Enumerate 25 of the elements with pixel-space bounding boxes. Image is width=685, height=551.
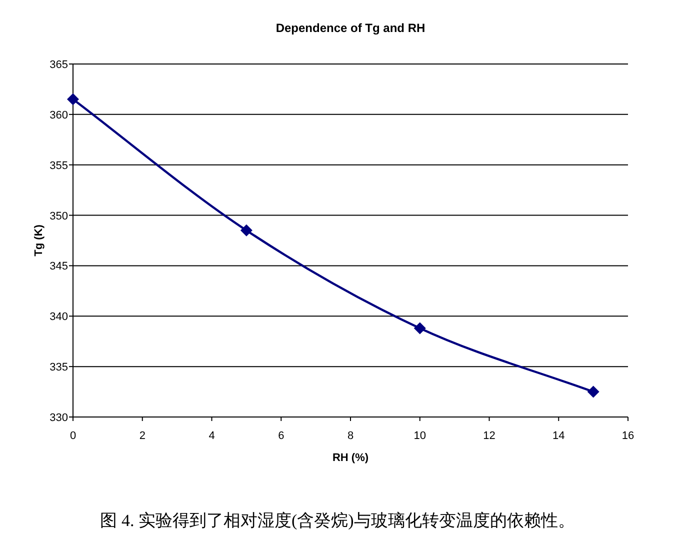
x-tick-label: 10 — [414, 430, 426, 442]
y-tick-label: 360 — [50, 109, 68, 122]
y-tick-label: 335 — [50, 362, 68, 374]
chart-title: Dependence of Tg and RH — [276, 21, 426, 35]
x-tick-label: 14 — [552, 430, 565, 442]
y-tick-label: 350 — [50, 210, 68, 222]
x-tick-label: 0 — [70, 430, 76, 442]
caption: 图 4. 实验得到了相对湿度(含癸烷)与玻璃化转变温度的依赖性。 — [100, 511, 575, 530]
point — [240, 224, 252, 236]
y-axis-title: Tg (K) — [33, 224, 45, 256]
x-axis-title: RH (%) — [332, 452, 369, 464]
y-tick-label: 355 — [50, 160, 68, 172]
point — [67, 93, 79, 106]
y-tick-label: 365 — [50, 59, 68, 71]
point — [414, 322, 426, 334]
x-tick-label: 4 — [208, 430, 215, 442]
point — [587, 386, 600, 398]
x-tick-label: 8 — [347, 430, 354, 442]
y-tick-label: 345 — [50, 260, 68, 273]
x-tick-label: 6 — [278, 430, 284, 442]
x-tick-label: 16 — [622, 430, 634, 442]
y-tick-label: 340 — [50, 311, 68, 324]
y-tick-label: 330 — [50, 412, 68, 424]
x-tick-label: 12 — [483, 430, 496, 442]
x-tick-label: 2 — [139, 430, 146, 442]
